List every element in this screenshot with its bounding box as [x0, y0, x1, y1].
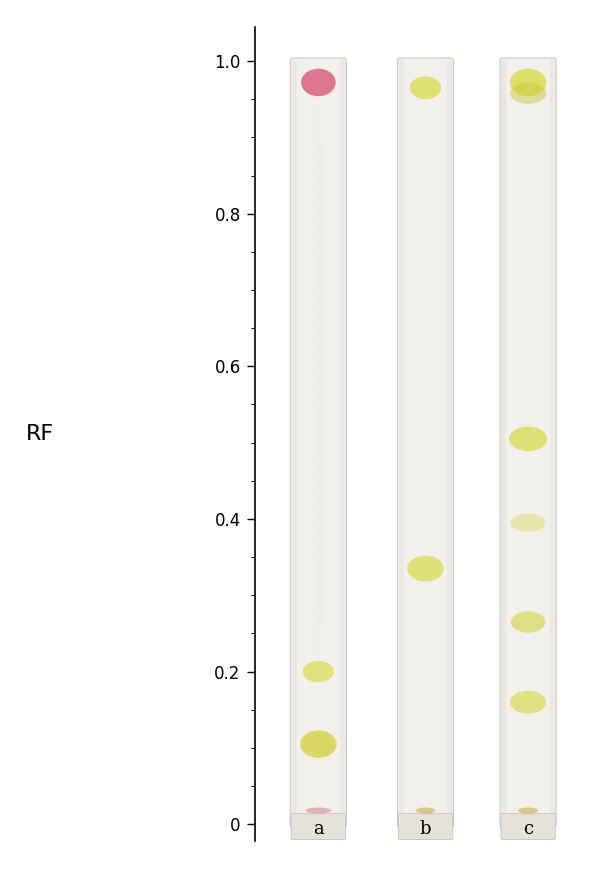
FancyBboxPatch shape: [292, 61, 297, 825]
Ellipse shape: [300, 731, 337, 758]
Ellipse shape: [518, 807, 538, 813]
FancyBboxPatch shape: [291, 813, 346, 839]
Ellipse shape: [510, 83, 547, 104]
FancyBboxPatch shape: [340, 61, 345, 825]
Ellipse shape: [415, 807, 436, 813]
Ellipse shape: [303, 661, 334, 683]
Ellipse shape: [510, 691, 547, 714]
Ellipse shape: [510, 69, 547, 96]
Text: b: b: [420, 820, 431, 837]
FancyBboxPatch shape: [447, 61, 452, 825]
FancyBboxPatch shape: [397, 58, 454, 828]
FancyBboxPatch shape: [502, 61, 506, 825]
FancyBboxPatch shape: [501, 813, 555, 839]
Text: c: c: [523, 820, 533, 837]
FancyBboxPatch shape: [398, 813, 452, 839]
Ellipse shape: [509, 426, 547, 451]
Ellipse shape: [407, 555, 444, 581]
Ellipse shape: [305, 807, 331, 813]
FancyBboxPatch shape: [550, 61, 555, 825]
FancyBboxPatch shape: [290, 58, 346, 828]
Ellipse shape: [410, 77, 441, 99]
Ellipse shape: [301, 69, 335, 96]
FancyBboxPatch shape: [399, 61, 404, 825]
FancyBboxPatch shape: [500, 58, 556, 828]
Text: a: a: [313, 820, 324, 837]
Text: RF: RF: [26, 424, 54, 444]
Ellipse shape: [511, 611, 545, 633]
Ellipse shape: [511, 514, 545, 532]
